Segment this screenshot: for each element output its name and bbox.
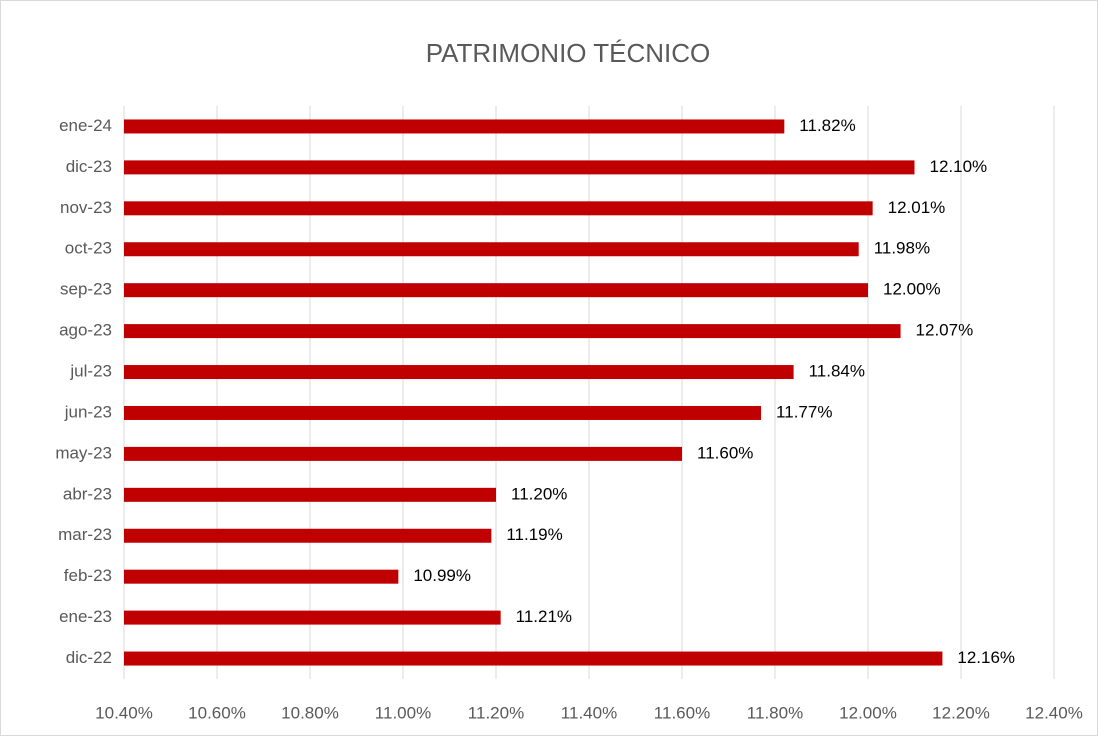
bar — [124, 569, 399, 584]
data-label: 11.77% — [776, 402, 832, 421]
x-tick-label: 11.20% — [468, 703, 524, 722]
data-label: 11.98% — [874, 239, 930, 258]
bar — [124, 119, 785, 134]
data-label: 11.82% — [799, 116, 855, 135]
y-tick-label: oct-23 — [65, 239, 112, 258]
x-tick-label: 11.60% — [654, 703, 710, 722]
y-tick-label: dic-23 — [66, 157, 112, 176]
bar — [124, 201, 873, 216]
bar — [124, 610, 501, 625]
data-label: 10.99% — [413, 566, 471, 585]
y-tick-label: dic-22 — [66, 648, 112, 667]
bar — [124, 651, 943, 666]
data-label: 11.20% — [511, 484, 567, 503]
data-label: 11.19% — [506, 525, 562, 544]
x-tick-label: 12.40% — [1025, 703, 1083, 722]
y-tick-label: nov-23 — [60, 198, 112, 217]
bar — [124, 242, 859, 257]
data-label: 11.60% — [697, 443, 753, 462]
x-tick-label: 11.40% — [561, 703, 617, 722]
bar — [124, 487, 496, 502]
y-tick-label: feb-23 — [64, 566, 112, 585]
y-tick-label: ene-23 — [59, 607, 112, 626]
y-tick-label: sep-23 — [60, 280, 112, 299]
data-label: 12.10% — [930, 157, 988, 176]
bar — [124, 324, 901, 339]
data-label: 12.07% — [916, 321, 974, 340]
bar — [124, 528, 492, 543]
x-tick-label: 11.00% — [375, 703, 431, 722]
y-tick-label: ago-23 — [59, 321, 112, 340]
data-label: 12.16% — [957, 648, 1015, 667]
bar — [124, 365, 794, 380]
y-tick-label: jun-23 — [64, 402, 112, 421]
y-tick-label: ene-24 — [59, 116, 112, 135]
y-tick-label: abr-23 — [63, 484, 112, 503]
y-tick-label: jul-23 — [69, 362, 112, 381]
bar — [124, 446, 682, 461]
x-tick-label: 11.80% — [747, 703, 803, 722]
data-label: 11.21% — [516, 607, 572, 626]
data-label: 12.01% — [888, 198, 946, 217]
x-tick-label: 12.00% — [839, 703, 897, 722]
data-label: 12.00% — [883, 280, 941, 299]
x-tick-label: 12.20% — [932, 703, 990, 722]
data-label: 11.84% — [809, 362, 865, 381]
x-tick-label: 10.80% — [281, 703, 339, 722]
bar — [124, 160, 915, 175]
bar — [124, 405, 762, 420]
x-tick-label: 10.40% — [95, 703, 153, 722]
x-tick-label: 10.60% — [188, 703, 246, 722]
y-tick-label: may-23 — [55, 443, 112, 462]
y-tick-label: mar-23 — [58, 525, 112, 544]
bar — [124, 283, 868, 298]
chart-title: PATRIMONIO TÉCNICO — [426, 38, 711, 68]
